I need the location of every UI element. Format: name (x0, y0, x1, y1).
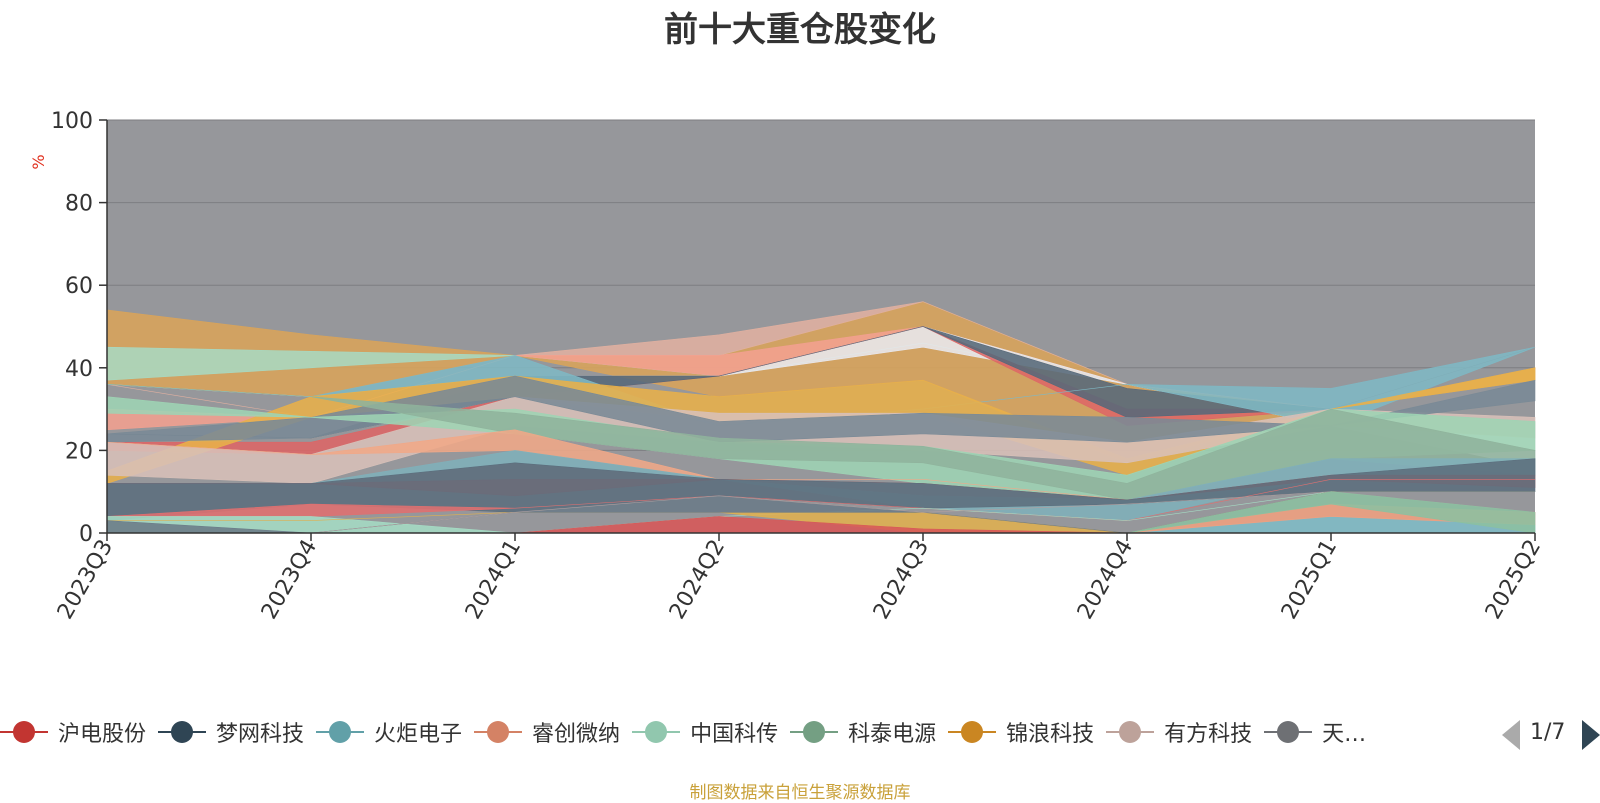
legend-marker-icon (316, 720, 365, 744)
y-tick-label: 0 (79, 522, 93, 547)
legend-item[interactable]: 有方科技 (1106, 712, 1252, 752)
legend-marker-icon (158, 720, 207, 744)
x-tick-label: 2024Q1 (461, 536, 526, 624)
y-tick-label: 60 (65, 274, 93, 299)
y-tick-label: 40 (65, 357, 93, 382)
legend-label: 沪电股份 (58, 722, 147, 747)
y-tick-label: 80 (65, 192, 93, 217)
y-tick-label: 20 (65, 439, 93, 464)
legend-label: 睿创微纳 (532, 722, 621, 747)
legend-label: 有方科技 (1164, 722, 1253, 747)
x-tick-label: 2023Q3 (53, 536, 118, 624)
chart-title: 前十大重仓股变化 (664, 10, 936, 50)
y-axis-unit-label: % (29, 154, 48, 169)
legend-label: 天… (1322, 722, 1367, 747)
legend-label: 科泰电源 (848, 722, 937, 747)
legend-item[interactable]: 沪电股份 (0, 712, 146, 752)
legend-prev-page-icon[interactable] (1502, 720, 1520, 750)
legend-marker-icon (948, 720, 997, 744)
x-tick-label: 2024Q4 (1073, 536, 1138, 624)
legend-marker-icon (1264, 720, 1313, 744)
legend-pager: 1/7 (1500, 716, 1600, 750)
legend-label: 梦网科技 (216, 722, 305, 747)
legend-item[interactable]: 锦浪科技 (948, 712, 1094, 752)
area-series (106, 301, 1536, 534)
legend-marker-icon (632, 720, 681, 744)
legend: 沪电股份 梦网科技 火炬电子 睿创微纳 中国科传 科泰电源 锦浪科技 有方科技 天… (0, 712, 1488, 752)
y-tick-label: 100 (51, 109, 93, 134)
legend-marker-icon (474, 720, 523, 744)
legend-item[interactable]: 中国科传 (632, 712, 778, 752)
legend-marker-icon (790, 720, 839, 744)
data-source-note: 制图数据来自恒生聚源数据库 (689, 783, 911, 803)
legend-label: 中国科传 (690, 722, 779, 747)
legend-marker-icon (1106, 720, 1155, 744)
x-tick-label: 2025Q2 (1481, 536, 1546, 624)
legend-marker-icon (0, 720, 48, 744)
legend-label: 锦浪科技 (1006, 722, 1095, 747)
legend-page-indicator: 1/7 (1530, 720, 1566, 745)
legend-item[interactable]: 梦网科技 (158, 712, 304, 752)
legend-item[interactable]: 睿创微纳 (474, 712, 620, 752)
x-tick-label: 2023Q4 (257, 536, 322, 624)
x-tick-label: 2025Q1 (1277, 536, 1342, 624)
legend-item[interactable]: 天… (1264, 712, 1366, 752)
area-band (106, 479, 1535, 521)
x-tick-label: 2024Q3 (869, 536, 934, 624)
legend-item[interactable]: 火炬电子 (316, 712, 462, 752)
legend-label: 火炬电子 (374, 722, 463, 747)
legend-next-page-icon[interactable] (1582, 720, 1600, 750)
x-tick-label: 2024Q2 (665, 536, 730, 624)
legend-item[interactable]: 科泰电源 (790, 712, 936, 752)
